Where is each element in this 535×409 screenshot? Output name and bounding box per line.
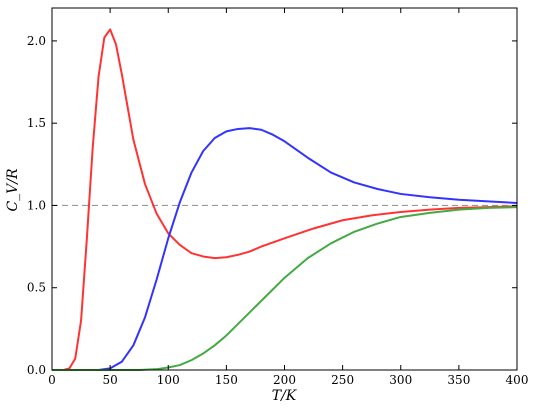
x-tick-label: 50 (102, 373, 117, 387)
y-tick-label: 0.5 (27, 281, 46, 295)
plot-area (51, 7, 518, 371)
y-axis: 0.0 0.5 1.0 1.5 2.0 (27, 34, 517, 377)
x-tick-label: 150 (215, 373, 238, 387)
x-tick-label: 350 (447, 373, 470, 387)
series-line-1 (52, 28, 518, 371)
x-axis: 0 50 100 150 200 250 300 350 400 (48, 8, 528, 387)
y-tick-label: 1.0 (27, 198, 46, 212)
x-axis-label: T/K (272, 388, 298, 404)
x-tick-label: 250 (331, 373, 354, 387)
x-tick-label: 0 (48, 373, 56, 387)
x-tick-label: 200 (273, 373, 296, 387)
series-line-2 (52, 127, 518, 371)
y-tick-label: 1.5 (27, 116, 46, 130)
x-tick-label: 300 (389, 373, 412, 387)
x-tick-label: 400 (506, 373, 529, 387)
y-axis-label: C_V/R (5, 168, 21, 212)
y-tick-label: 0.0 (27, 363, 46, 377)
y-tick-label: 2.0 (27, 34, 46, 48)
series-line-3 (52, 206, 518, 371)
plot-frame (51, 7, 518, 371)
x-tick-label: 100 (157, 373, 180, 387)
